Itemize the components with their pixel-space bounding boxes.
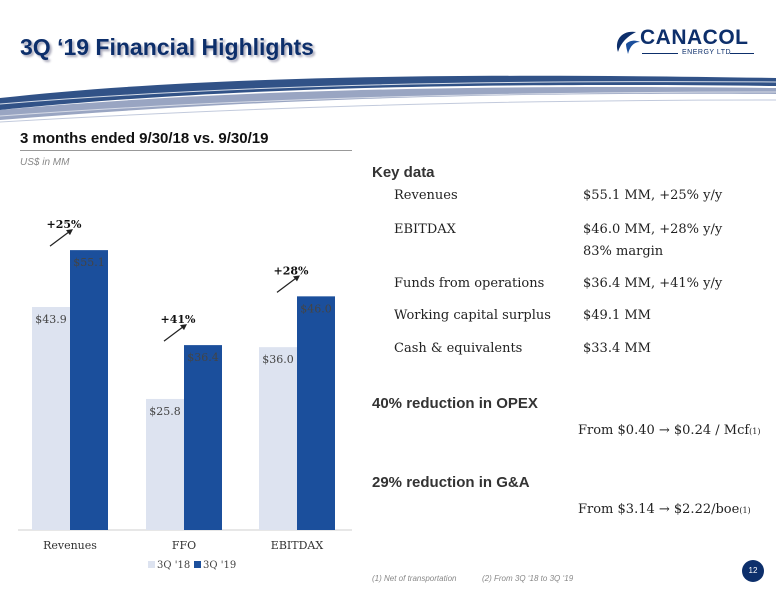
kd-working-capital-label: Working capital surplus — [394, 308, 551, 323]
growth-arrow-icon — [49, 230, 71, 247]
growth-label: +28% — [274, 264, 310, 277]
opex-footnote-mark: (1) — [749, 427, 761, 436]
logo-subtext: ENERGY LTD. — [682, 49, 734, 56]
bar-revenues-s1 — [70, 250, 108, 530]
bar-ebitdax-s1 — [297, 296, 335, 530]
growth-arrow-icon — [163, 325, 185, 342]
kd-cash-label: Cash & equivalents — [394, 341, 523, 356]
key-data-title: Key data — [372, 164, 435, 181]
growth-label: +41% — [161, 313, 197, 326]
ga-section-title: 29% reduction in G&A — [372, 474, 530, 491]
opex-section-title: 40% reduction in OPEX — [372, 395, 538, 412]
logo-wordmark: CANACOL — [640, 26, 749, 49]
legend-label: 3Q '18 — [157, 560, 190, 571]
bar-value-label: $36.4 — [187, 351, 219, 364]
logo-rule-left — [642, 53, 678, 54]
opex-detail-text: From $0.40 → $0.24 / Mcf — [578, 423, 750, 438]
ga-footnote-mark: (1) — [739, 506, 751, 515]
bar-ffo-s0 — [146, 398, 184, 530]
kd-ebitdax-margin: 83% margin — [583, 244, 664, 259]
legend-swatch — [148, 561, 155, 568]
kd-ffo-label: Funds from operations — [394, 276, 545, 291]
bar-revenues-s0 — [32, 307, 70, 530]
logo-swoosh-icon — [616, 31, 640, 54]
ga-detail: From $3.14 → $2.22/boe(1) — [578, 502, 751, 517]
page-title: 3Q ‘19 Financial Highlights — [20, 34, 314, 60]
kd-working-capital-value: $49.1 MM — [583, 308, 651, 323]
kd-revenues-label: Revenues — [394, 188, 458, 203]
page-number-badge: 12 — [742, 560, 764, 582]
growth-label: +25% — [47, 218, 83, 231]
company-logo: CANACOL ENERGY LTD. — [612, 24, 754, 66]
growth-arrow-icon — [276, 276, 298, 293]
bar-value-label: $25.8 — [149, 405, 181, 418]
period-subtitle: 3 months ended 9/30/18 vs. 9/30/19 — [20, 130, 269, 147]
bar-ffo-s1 — [184, 345, 222, 530]
legend-label: 3Q '19 — [203, 560, 236, 571]
growth-arrowhead-icon — [180, 324, 187, 331]
bar-value-label: $43.9 — [35, 313, 67, 326]
footnote-1: (1) Net of transportation — [372, 574, 457, 583]
opex-detail: From $0.40 → $0.24 / Mcf(1) — [578, 423, 761, 438]
growth-arrowhead-icon — [293, 275, 300, 282]
decorative-wave-band — [0, 75, 776, 123]
footnote-2: (2) From 3Q ‘18 to 3Q ‘19 — [482, 574, 574, 583]
bar-value-label: $46.0 — [300, 302, 332, 315]
kd-cash-value: $33.4 MM — [583, 341, 651, 356]
logo-rule-right — [730, 53, 754, 54]
category-label: EBITDAX — [271, 539, 324, 552]
ga-detail-text: From $3.14 → $2.22/boe — [578, 502, 740, 517]
kd-ebitdax-value: $46.0 MM, +28% y/y — [583, 222, 723, 237]
legend-swatch — [194, 561, 201, 568]
subtitle-divider — [20, 150, 352, 151]
financial-bar-chart: $43.9 $55.1 Revenues +25% $25.8 $36.4 FFO +41% $… — [18, 218, 352, 571]
bar-value-label: $36.0 — [262, 353, 294, 366]
category-label: FFO — [172, 539, 196, 552]
bar-ebitdax-s0 — [259, 347, 297, 530]
category-label: Revenues — [43, 539, 97, 552]
kd-ffo-value: $36.4 MM, +41% y/y — [583, 276, 723, 291]
kd-revenues-value: $55.1 MM, +25% y/y — [583, 188, 723, 203]
units-label: US$ in MM — [20, 157, 70, 168]
kd-ebitdax-label: EBITDAX — [394, 222, 456, 237]
bar-value-label: $55.1 — [73, 256, 105, 269]
growth-arrowhead-icon — [66, 229, 73, 236]
